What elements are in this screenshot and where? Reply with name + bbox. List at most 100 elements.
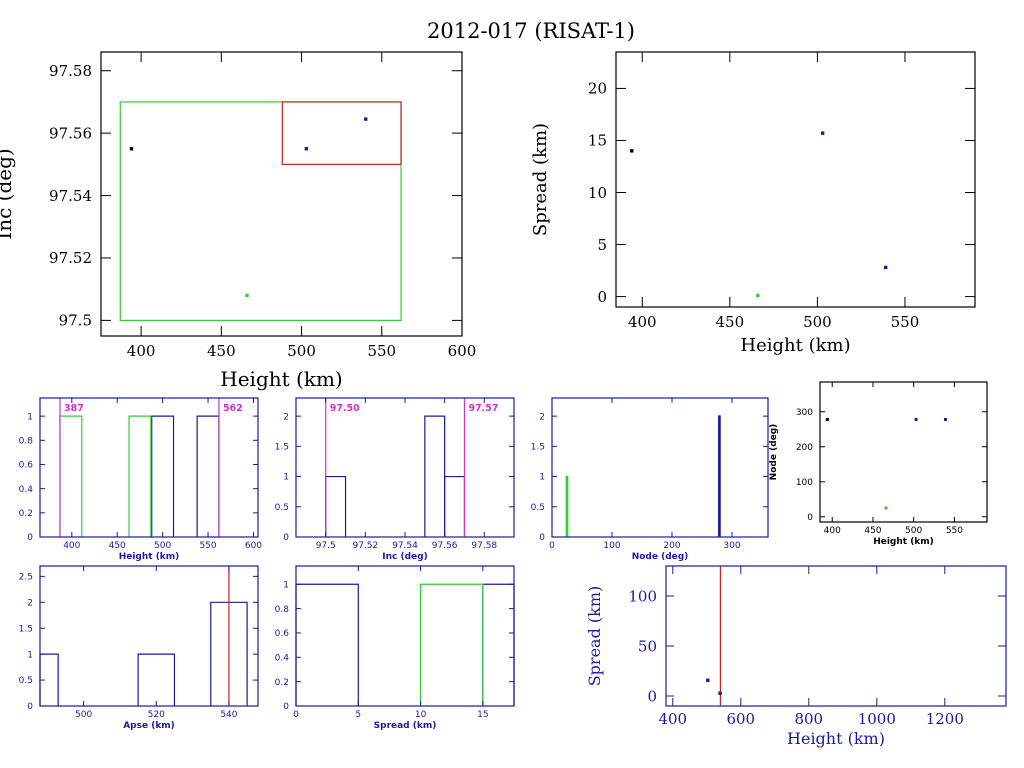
x-tick-label: 550 [367,342,396,360]
x-tick-label: 400 [628,313,657,331]
histogram-bar [196,415,220,537]
y-tick-label: 1 [283,580,289,590]
page-title: 2012-017 (RISAT-1) [427,19,635,43]
x-tick-label: 15 [477,710,488,720]
chart-spread-vs-height: 400 450 500 550 0 5 10 15 20 Height (km) Spread (k… [530,51,976,356]
x-axis-label: Spread (km) [374,721,437,731]
data-point-green [884,506,888,510]
y-tick-label: 0.5 [275,503,289,513]
y-tick-label: 0.8 [19,436,34,446]
y-axis-label: Node (deg) [769,424,779,481]
y-tick-label: 0.6 [19,461,34,471]
plot-frame [295,397,515,538]
range-annotation: 97.50 [330,403,360,414]
y-tick-label: 0.5 [19,676,33,686]
y-tick-label: 0 [647,687,657,705]
y-tick-label: 0 [597,288,607,306]
x-axis-label: Inc (deg) [382,552,427,562]
y-tick-label: 0.2 [275,678,289,688]
chart-spread-vs-height-wide: 400 600 800 1000 1200 0 50 100 Height (km) Spread… [585,565,1007,748]
x-tick-label: 300 [723,541,740,551]
x-tick-label: 450 [716,313,745,331]
chart-height-hist: 387 562 400 450 500 550 600 0 0.2 0.4 0.6 0.8 1 Heigh… [19,397,262,562]
y-tick-label: 300 [796,408,813,418]
histogram-bar [59,415,83,537]
y-tick-label: 97.56 [49,124,92,142]
y-tick-label: 1 [27,650,33,660]
x-tick-label: 97.5 [316,541,336,551]
range-annotation: 562 [223,403,243,414]
y-tick-label: 97.5 [59,312,92,330]
data-point-blue [943,417,947,421]
range-box-green [119,101,402,321]
y-tick-label: 2.5 [19,573,33,583]
range-annotation: 97.57 [468,403,498,414]
histogram-bar [424,415,446,537]
x-tick-label: 500 [287,342,316,360]
y-tick-label: 0 [283,702,289,712]
y-tick-label: 97.58 [49,62,92,80]
data-point-green [245,293,249,298]
y-tick-label: 0.8 [275,605,290,615]
x-tick-label: 540 [220,710,237,720]
y-tick-label: 97.54 [49,187,92,205]
x-tick-label: 0 [293,710,299,720]
x-tick-label: 10 [415,710,427,720]
y-tick-label: 100 [628,587,657,605]
chart-node-vs-height: 400 450 500 550 0 100 200 300 Height (km) Node (d… [769,381,988,547]
x-tick-label: 550 [199,541,216,551]
x-tick-label: 100 [603,541,620,551]
y-tick-label: 0 [283,533,289,543]
x-tick-label: 450 [864,526,881,536]
y-tick-label: 0 [27,533,33,543]
histogram-bar [295,583,359,706]
data-point-green [756,293,760,298]
x-tick-label: 600 [448,342,477,360]
plot-frame [819,381,988,523]
x-tick-label: 500 [803,313,832,331]
data-point-black [630,149,634,153]
y-tick-label: 1 [539,473,545,483]
plot-frame [295,565,515,707]
x-tick-label: 400 [658,710,687,728]
x-tick-label: 600 [245,541,262,551]
x-tick-label: 97.54 [392,541,418,551]
x-axis-label: Height (km) [220,367,342,391]
x-tick-label: 450 [109,541,126,551]
data-point-black [825,417,829,421]
data-point-blue [706,678,710,682]
y-axis-label: Spread (km) [530,123,551,236]
x-tick-label: 5 [355,710,361,720]
x-tick-label: 97.58 [471,541,497,551]
y-tick-label: 5 [597,236,607,254]
data-point-blue [718,691,722,695]
y-tick-label: 100 [796,478,813,488]
x-tick-label: 450 [207,342,236,360]
x-tick-label: 800 [794,710,823,728]
y-tick-label: 0.6 [275,629,290,639]
y-tick-label: 0 [27,702,33,712]
histogram-bar [482,583,515,706]
x-tick-label: 500 [154,541,171,551]
x-tick-label: 500 [905,526,922,536]
y-tick-label: 1.5 [275,442,289,452]
y-tick-label: 1 [283,473,289,483]
x-tick-label: 550 [891,313,920,331]
x-tick-label: 1000 [858,710,896,728]
y-tick-label: 200 [796,443,813,453]
x-tick-label: 400 [63,541,80,551]
chart-inc-hist: 97.50 97.57 97.5 97.52 97.54 97.56 97.58 0 0.5 1 1… [275,397,515,562]
x-tick-label: 400 [824,526,841,536]
y-tick-label: 1 [27,412,33,422]
y-tick-label: 1.5 [19,624,33,634]
x-tick-label: 600 [726,710,755,728]
y-tick-label: 0.4 [275,653,290,663]
y-tick-label: 97.52 [49,249,92,267]
data-point-black [129,147,134,151]
plot-frame [39,397,259,538]
histogram-bar [565,475,569,537]
y-axis-label: Spread (km) [585,586,604,687]
y-tick-label: 0 [539,533,545,543]
plot-frame [665,565,1007,707]
